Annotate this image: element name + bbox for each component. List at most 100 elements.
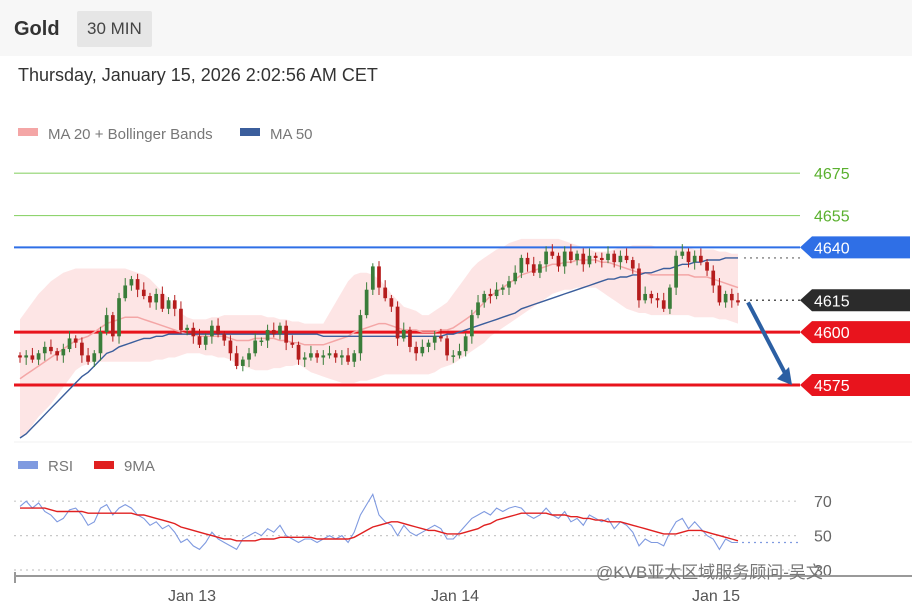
candle-body bbox=[98, 332, 103, 354]
candle-body bbox=[661, 300, 666, 309]
candle-body bbox=[92, 353, 97, 362]
projection-arrow-head bbox=[777, 367, 792, 386]
candle-body bbox=[80, 342, 84, 356]
candles bbox=[18, 244, 740, 372]
candle-body bbox=[692, 255, 697, 263]
candle-body bbox=[476, 302, 480, 316]
candle-body bbox=[191, 327, 196, 337]
candle-body bbox=[364, 289, 369, 316]
level-labels: 4675 4655 4640 4615 4600 4575 bbox=[14, 166, 912, 443]
level-label-4600: 4600 bbox=[814, 325, 850, 342]
candle-body bbox=[414, 346, 418, 354]
candle-body bbox=[129, 279, 134, 286]
candle-body bbox=[525, 257, 530, 265]
candle-body bbox=[61, 349, 66, 356]
candle-body bbox=[284, 325, 289, 343]
level-tag-4600 bbox=[800, 321, 910, 344]
candle-body bbox=[30, 355, 35, 360]
candle-body bbox=[556, 255, 561, 267]
candle-body bbox=[104, 315, 109, 333]
price-levels bbox=[14, 172, 800, 387]
candle-body bbox=[296, 344, 301, 360]
candle-body bbox=[599, 257, 604, 261]
candle-body bbox=[197, 336, 202, 345]
candle-body bbox=[377, 266, 381, 288]
candle-body bbox=[358, 315, 363, 354]
candle-body bbox=[36, 353, 41, 360]
x-tick-label-1: Jan 13 bbox=[168, 588, 216, 605]
candle-body bbox=[618, 255, 623, 263]
candle-body bbox=[24, 355, 29, 358]
candle-body bbox=[265, 329, 270, 341]
ma20-line bbox=[19, 259, 739, 380]
candle-body bbox=[67, 338, 72, 350]
level-label-4675: 4675 bbox=[814, 166, 850, 183]
candle-body bbox=[172, 300, 177, 309]
candle-body bbox=[321, 355, 326, 358]
candle-body bbox=[73, 338, 78, 343]
timeframe-badge[interactable]: 30 MIN bbox=[77, 11, 152, 47]
candle-body bbox=[439, 336, 443, 339]
projection-arrow bbox=[746, 301, 792, 386]
candle-body bbox=[729, 293, 734, 301]
candle-body bbox=[723, 293, 728, 303]
candle-body bbox=[637, 268, 641, 301]
candle-body bbox=[383, 287, 388, 299]
candle-body bbox=[234, 353, 239, 366]
candle-body bbox=[680, 251, 685, 256]
rsi-legend-swatch-2 bbox=[94, 461, 114, 469]
candle-body bbox=[210, 325, 214, 337]
rsi-series-9ma bbox=[20, 507, 739, 542]
candle-body bbox=[222, 334, 227, 341]
symbol-title: Gold bbox=[14, 18, 60, 40]
candle-body bbox=[612, 253, 617, 263]
candle-body bbox=[259, 340, 264, 343]
rsi-legend-swatch-1 bbox=[18, 461, 38, 469]
candle-body bbox=[401, 329, 406, 339]
legend-swatch-2 bbox=[240, 128, 260, 136]
candle-body bbox=[117, 298, 121, 337]
candle-body bbox=[315, 353, 319, 358]
rsi-legend-label-2: 9MA bbox=[124, 458, 155, 475]
timestamp-label: Thursday, January 15, 2026 2:02:56 AM CE… bbox=[18, 65, 378, 85]
candle-body bbox=[717, 285, 722, 303]
candle-body bbox=[302, 357, 307, 360]
candle-body bbox=[370, 266, 375, 290]
candle-body bbox=[203, 336, 208, 345]
main-legend: MA 20 + Bollinger Bands MA 50 bbox=[18, 126, 313, 143]
rsi-tick-70: 70 bbox=[814, 494, 832, 511]
rsi-legend: RSI 9MA bbox=[18, 458, 155, 475]
candle-body bbox=[736, 300, 740, 303]
level-tag-4640 bbox=[800, 236, 910, 259]
candle-body bbox=[309, 353, 313, 358]
candle-body bbox=[482, 293, 487, 303]
projection-arrow-shaft bbox=[746, 301, 788, 376]
level-label-4640: 4640 bbox=[814, 240, 850, 257]
candle-body bbox=[432, 336, 437, 343]
candle-body bbox=[500, 287, 505, 290]
candle-body bbox=[290, 342, 295, 345]
candle-body bbox=[55, 351, 59, 356]
candle-body bbox=[451, 355, 456, 357]
candle-body bbox=[643, 293, 648, 301]
candle-body bbox=[247, 353, 251, 360]
candle-body bbox=[593, 255, 598, 258]
candle-body bbox=[18, 355, 22, 358]
candle-body bbox=[327, 353, 332, 356]
rsi-series-rsi bbox=[19, 492, 738, 551]
candle-body bbox=[711, 270, 716, 286]
candle-body bbox=[624, 255, 629, 261]
legend-swatch-1 bbox=[18, 128, 38, 136]
candle-body bbox=[457, 351, 462, 356]
candle-body bbox=[531, 264, 536, 273]
candle-body bbox=[575, 253, 579, 261]
candle-body bbox=[179, 308, 183, 330]
moving-averages bbox=[19, 257, 739, 439]
ma50-line bbox=[19, 257, 738, 439]
candle-body bbox=[587, 255, 592, 265]
candle-body bbox=[148, 296, 152, 303]
candle-body bbox=[630, 260, 635, 269]
candle-body bbox=[141, 289, 146, 297]
candle-body bbox=[278, 325, 282, 335]
